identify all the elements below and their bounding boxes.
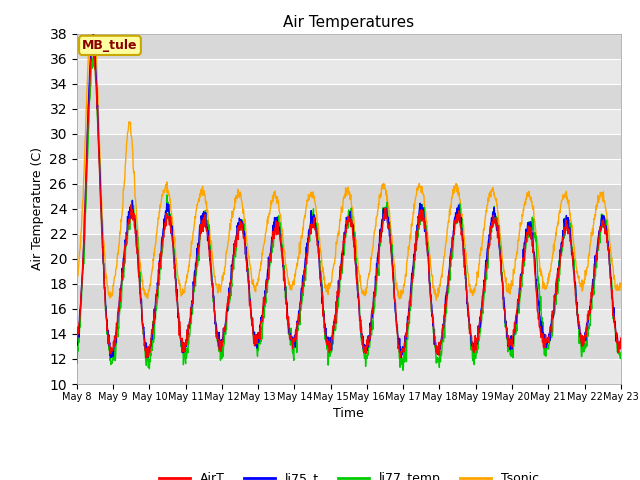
Legend: AirT, li75_t, li77_temp, Tsonic: AirT, li75_t, li77_temp, Tsonic: [154, 468, 544, 480]
Bar: [77, 334, 621, 359]
Bar: [77, 359, 621, 384]
Bar: [77, 34, 621, 59]
Bar: [77, 134, 621, 159]
Title: Air Temperatures: Air Temperatures: [284, 15, 414, 30]
X-axis label: Time: Time: [333, 407, 364, 420]
Bar: [77, 108, 621, 134]
Bar: [77, 159, 621, 184]
Bar: [77, 309, 621, 334]
Bar: [77, 234, 621, 259]
Bar: [77, 59, 621, 84]
Bar: [77, 259, 621, 284]
Bar: [77, 209, 621, 234]
Text: MB_tule: MB_tule: [82, 39, 138, 52]
Bar: [77, 284, 621, 309]
Y-axis label: Air Temperature (C): Air Temperature (C): [31, 147, 44, 270]
Bar: [77, 184, 621, 209]
Bar: [77, 84, 621, 108]
